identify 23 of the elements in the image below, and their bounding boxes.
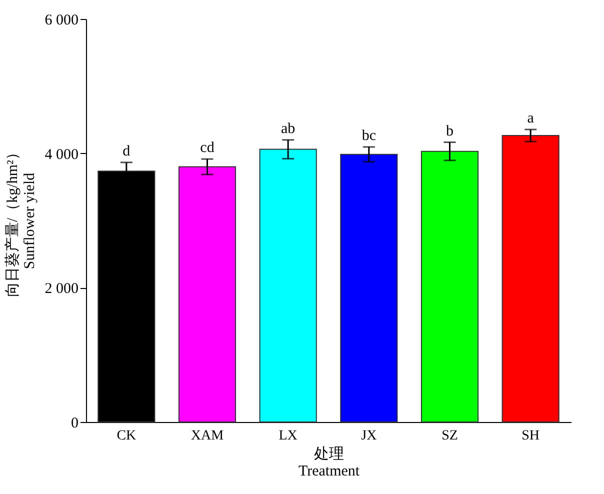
bar: [420, 150, 479, 422]
annotation: b: [446, 123, 454, 140]
bar: [178, 166, 236, 422]
x-tick-label: CK: [116, 428, 136, 444]
y-tick-label: 0: [71, 416, 78, 432]
annotation: a: [527, 110, 534, 126]
bar: [259, 148, 317, 422]
annotation: cd: [200, 140, 215, 156]
y-tick-label: 6 000: [44, 12, 78, 28]
x-tick-label: LX: [278, 428, 298, 444]
annotation: d: [122, 143, 131, 160]
annotation: ab: [280, 120, 296, 137]
x-tick-label: XAM: [190, 428, 224, 444]
x-tick-label: SH: [522, 428, 540, 444]
y-axis-title: 向日葵产量/（kg/hm²） Sunflower yield: [4, 145, 38, 297]
y-tick-label: 2 000: [44, 281, 78, 298]
annotation: bc: [362, 128, 376, 144]
x-axis-title: 处理 Treatment: [298, 446, 360, 480]
y-tick-label: 4 000: [44, 146, 78, 163]
x-tick-label: SZ: [442, 428, 458, 444]
bar: [340, 154, 398, 422]
x-tick-label: JX: [361, 428, 377, 444]
bar: [502, 135, 560, 422]
